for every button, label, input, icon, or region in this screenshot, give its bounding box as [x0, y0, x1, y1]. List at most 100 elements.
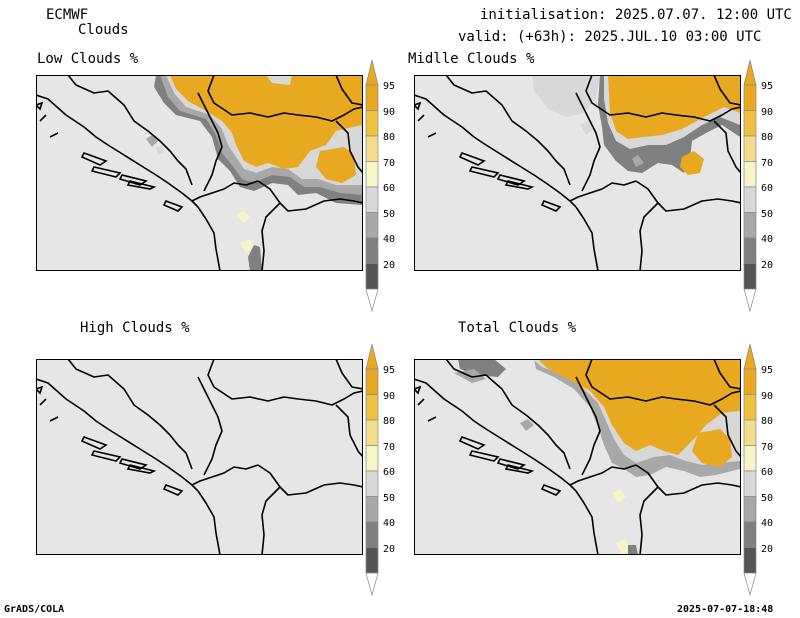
- island-outline: [458, 436, 486, 450]
- island-outline: [504, 180, 535, 190]
- border-line: [569, 180, 637, 202]
- colorbar-tick-label: 40: [761, 518, 774, 529]
- map-frame: [414, 359, 741, 555]
- cloud-area: [236, 211, 250, 223]
- border-line: [49, 132, 59, 138]
- footer-software: GrADS/COLA: [4, 604, 65, 615]
- border-line: [207, 75, 299, 118]
- low-clouds-map: [36, 75, 363, 271]
- colorbar-tick-label: 95: [383, 81, 396, 92]
- footer-timestamp: 2025-07-07-18:48: [677, 604, 774, 615]
- border-line: [427, 416, 437, 422]
- colorbar-tick-label: 20: [383, 259, 396, 271]
- init-time: initialisation: 2025.07.07. 12:00 UTC: [480, 7, 792, 23]
- border-line: [675, 390, 741, 406]
- border-line: [207, 359, 299, 402]
- colorbar-tick-label: 95: [383, 365, 396, 376]
- cloud-area: [692, 429, 732, 467]
- map-frame: [36, 75, 363, 271]
- colorbar-tick-label: 80: [383, 416, 396, 427]
- colorbar-tick-label: 60: [761, 467, 774, 478]
- cloud-area: [612, 489, 626, 503]
- island-outline: [496, 174, 526, 186]
- colorbar-tick-label: 95: [761, 365, 774, 376]
- map-frame: [36, 359, 363, 555]
- colorbar-tick-label: 80: [383, 132, 396, 143]
- cloud-area: [628, 545, 638, 555]
- border-line: [67, 359, 193, 470]
- colorbar-tick-label: 90: [383, 106, 396, 118]
- island-outline: [36, 101, 44, 111]
- border-line: [575, 206, 599, 271]
- island-outline: [414, 385, 422, 395]
- border-line: [635, 464, 741, 496]
- island-outline: [90, 166, 122, 178]
- panel-title-high: High Clouds %: [80, 320, 190, 336]
- island-outline: [90, 450, 122, 462]
- island-outline: [504, 464, 535, 474]
- island-outline: [118, 458, 148, 470]
- panel-title-total: Total Clouds %: [458, 320, 577, 336]
- cloud-area: [248, 245, 262, 271]
- island-outline: [540, 483, 562, 496]
- border-line: [427, 132, 437, 138]
- cloud-area: [580, 121, 594, 135]
- colorbar-tick-label: 50: [383, 208, 396, 220]
- island-outline: [468, 166, 500, 178]
- colorbar-tick-label: 20: [761, 543, 774, 555]
- island-outline: [126, 180, 157, 190]
- cloud-area: [632, 155, 644, 167]
- border-line: [261, 202, 281, 271]
- cloud-area: [616, 539, 630, 555]
- border-line: [197, 376, 223, 476]
- panel-title-low: Low Clouds %: [37, 51, 139, 67]
- border-line: [39, 398, 47, 406]
- cloud-area: [170, 75, 362, 169]
- border-line: [335, 75, 363, 106]
- colorbar-tick-label: 50: [761, 208, 774, 220]
- colorbar-tick-label: 70: [761, 441, 774, 453]
- border-line: [639, 486, 659, 555]
- colorbar-tick-label: 40: [383, 518, 396, 529]
- border-line: [639, 202, 659, 271]
- colorbar-tick-label: 50: [761, 492, 774, 504]
- border-line: [417, 114, 425, 122]
- island-outline: [540, 199, 562, 212]
- island-outline: [162, 199, 184, 212]
- colorbar-tick-label: 90: [761, 106, 774, 118]
- island-outline: [414, 101, 422, 111]
- model-label: ECMWF: [46, 7, 89, 23]
- map-frame: [414, 75, 741, 271]
- border-line: [297, 106, 363, 122]
- island-outline: [162, 483, 184, 496]
- cloud-area: [520, 419, 534, 431]
- map-background: [36, 359, 363, 555]
- border-line: [445, 75, 571, 186]
- border-line: [569, 464, 637, 486]
- high-clouds-map: [36, 359, 363, 555]
- border-line: [335, 404, 363, 458]
- border-line: [575, 490, 599, 555]
- border-line: [713, 359, 741, 390]
- island-outline: [458, 152, 486, 166]
- border-line: [191, 180, 259, 202]
- colorbar-tick-label: 40: [761, 234, 774, 245]
- cloud-area: [608, 75, 740, 139]
- border-line: [335, 120, 363, 174]
- border-line: [197, 490, 221, 555]
- island-outline: [118, 174, 148, 186]
- border-line: [713, 75, 741, 106]
- colorbar-tick-label: 20: [383, 543, 396, 555]
- island-outline: [496, 458, 526, 470]
- panel-title-mid: Midlle Clouds %: [408, 51, 535, 67]
- border-line: [585, 75, 677, 118]
- colorbar-high: 95 90 80 70 60 50 40 20: [365, 343, 405, 597]
- colorbar-tick-label: 20: [761, 259, 774, 271]
- border-line: [257, 464, 363, 496]
- border-line: [36, 378, 199, 492]
- border-line: [713, 120, 741, 174]
- colorbar-tick-label: 80: [761, 132, 774, 143]
- border-line: [191, 464, 259, 486]
- border-line: [67, 75, 193, 186]
- border-line: [713, 404, 741, 458]
